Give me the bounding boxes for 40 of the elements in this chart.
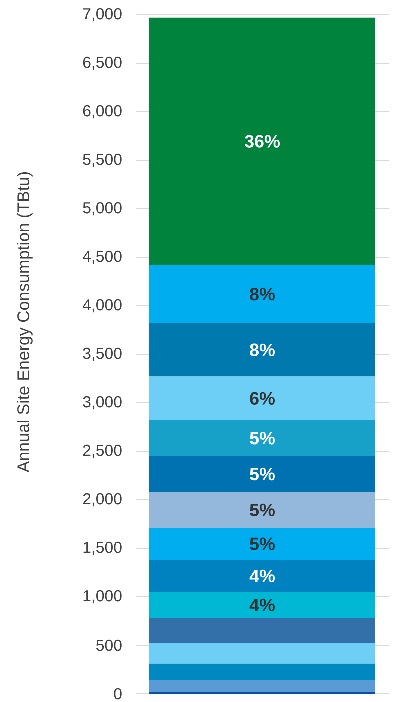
bar [150,456,376,492]
annotation: 6% [250,392,275,405]
y-tick-label: 3,000 [83,396,122,410]
bar [150,420,376,456]
annotation: 4% [250,598,275,612]
y-tick-label: 1,000 [84,590,122,604]
annotation: 8% [250,344,275,356]
bar [150,560,376,592]
annotation: 5% [250,432,275,445]
bar [150,618,376,644]
y-tick-label: 2,500 [83,444,122,458]
y-axis-title: Annual Site Energy Consumption (TBtu) [17,172,33,473]
annotation: 4% [250,570,275,582]
y-tick-label: 2,000 [83,493,122,507]
bar [150,265,376,324]
bar [150,680,376,692]
bar [150,492,376,528]
y-tick-label: 4,000 [82,299,122,313]
annotation: 5% [250,504,275,516]
annotation: 5% [250,468,275,481]
y-tick-label: 5,500 [83,154,122,168]
y-tick-label: 7,000 [83,8,122,22]
y-tick-label: 6,000 [83,105,122,119]
bar [150,644,376,664]
bar [150,18,376,266]
bar [150,664,376,680]
annotation: 36% [244,135,280,148]
y-tick-label: 5,000 [83,202,122,216]
y-tick-label: 0 [114,688,122,700]
y-tick-label: 1,500 [84,542,122,556]
bar [150,376,376,420]
annotation: 8% [250,288,275,301]
bar [150,323,376,377]
annotation: 5% [250,538,275,550]
y-tick-label: 6,500 [83,56,122,70]
y-tick-label: 500 [96,640,122,652]
bar [150,592,376,618]
y-tick-label: 4,500 [82,250,122,264]
y-tick-label: 3,500 [83,348,122,362]
bar [150,528,376,560]
